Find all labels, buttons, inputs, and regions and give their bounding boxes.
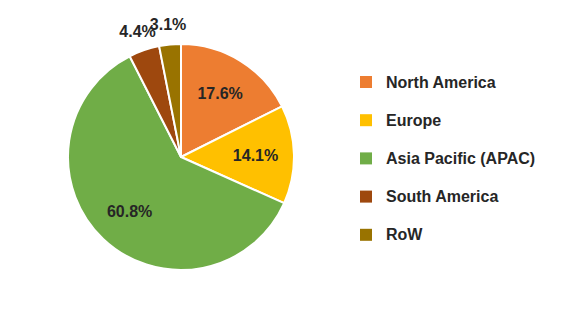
data-label: 17.6% <box>197 85 242 102</box>
data-label: 60.8% <box>107 203 152 220</box>
legend-swatch <box>360 76 372 88</box>
legend-label: RoW <box>386 226 423 243</box>
chart: 17.6%14.1%60.8%4.4%3.1%North AmericaEuro… <box>0 0 567 316</box>
legend-swatch <box>360 152 372 164</box>
legend-swatch <box>360 191 372 203</box>
legend-swatch <box>360 114 372 126</box>
data-label: 3.1% <box>150 16 186 33</box>
slices <box>68 44 294 270</box>
legend-label: South America <box>386 188 498 205</box>
legend-swatch <box>360 229 372 241</box>
data-label: 14.1% <box>233 147 278 164</box>
legend-label: North America <box>386 74 496 91</box>
legend: North America Europe Asia Pacific (APAC) So… <box>360 74 535 244</box>
legend-label: Asia Pacific (APAC) <box>386 150 535 167</box>
slice <box>159 44 181 157</box>
data-labels: 17.6%14.1%60.8%4.4%3.1% <box>107 16 278 219</box>
legend-label: Europe <box>386 112 441 129</box>
